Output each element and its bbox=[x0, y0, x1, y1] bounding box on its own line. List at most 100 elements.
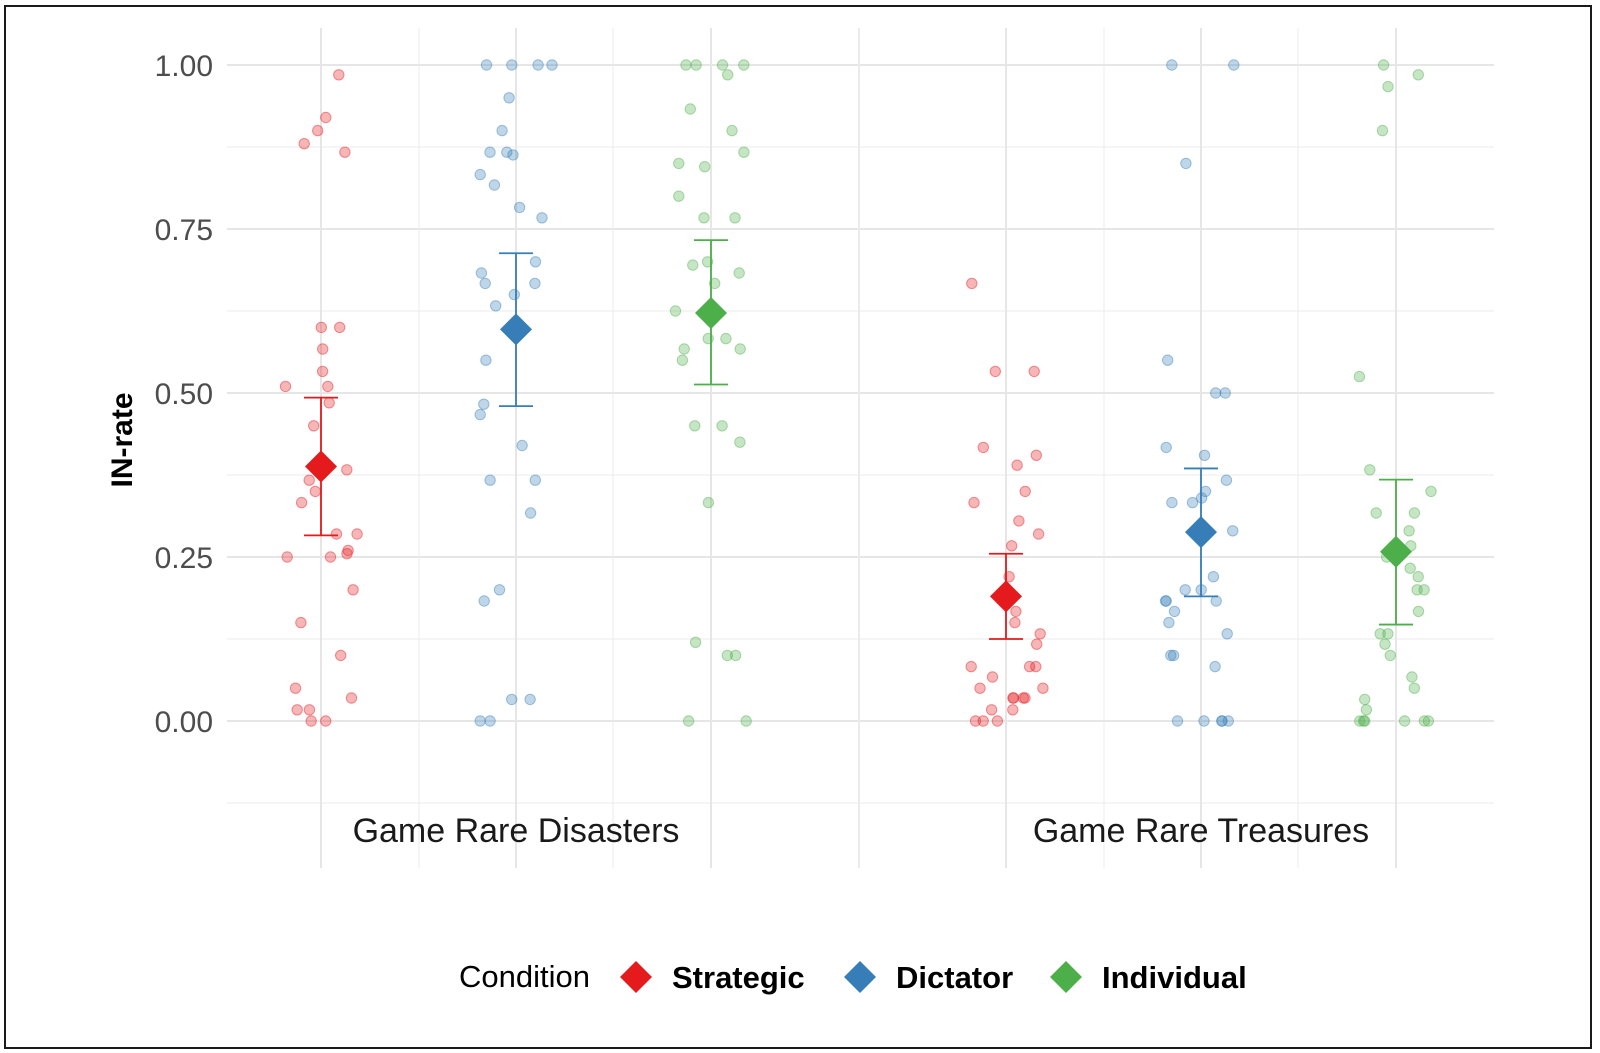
data-point bbox=[1408, 682, 1421, 694]
legend-label-strategic: Strategic bbox=[672, 960, 805, 995]
data-point bbox=[474, 715, 486, 727]
data-point bbox=[1210, 595, 1222, 607]
data-point bbox=[334, 321, 346, 334]
data-point bbox=[320, 715, 332, 727]
data-point bbox=[740, 715, 752, 727]
data-point bbox=[1227, 525, 1239, 537]
legend-key-strategic bbox=[620, 961, 652, 993]
data-point bbox=[1165, 649, 1177, 662]
data-point bbox=[1412, 571, 1424, 583]
data-point bbox=[1028, 365, 1040, 378]
y-tick-label: 0.25 bbox=[155, 542, 213, 575]
data-point bbox=[678, 343, 690, 355]
data-point bbox=[529, 474, 541, 486]
data-point bbox=[721, 649, 733, 662]
y-tick-label: 0.00 bbox=[155, 706, 213, 739]
data-point bbox=[709, 277, 721, 290]
data-point bbox=[341, 464, 353, 476]
legend-label-individual: Individual bbox=[1102, 960, 1247, 995]
data-point bbox=[532, 59, 544, 71]
data-point bbox=[289, 682, 302, 694]
data-point bbox=[1006, 540, 1018, 552]
legend: Condition Strategic Dictator Individual bbox=[459, 959, 1247, 995]
data-point bbox=[529, 277, 541, 290]
data-point bbox=[1398, 715, 1411, 727]
data-point bbox=[488, 179, 501, 191]
data-point bbox=[1403, 525, 1415, 537]
data-point bbox=[734, 436, 746, 448]
data-point bbox=[324, 551, 337, 563]
data-point bbox=[1357, 715, 1370, 727]
data-point bbox=[1411, 584, 1423, 596]
data-point bbox=[966, 277, 978, 290]
data-point bbox=[479, 277, 491, 290]
data-point bbox=[729, 212, 741, 224]
y-axis-label: IN-rate bbox=[106, 392, 139, 487]
data-point bbox=[493, 584, 506, 596]
y-tick-label: 0.75 bbox=[155, 214, 213, 247]
data-point bbox=[501, 146, 513, 158]
data-point bbox=[1219, 387, 1231, 399]
data-point bbox=[1030, 660, 1042, 673]
data-point bbox=[1162, 354, 1174, 366]
data-point bbox=[524, 507, 537, 519]
data-point bbox=[1009, 616, 1021, 629]
data-point bbox=[335, 649, 347, 662]
data-point bbox=[1019, 485, 1031, 498]
x-category-label: Game Rare Treasures bbox=[1033, 812, 1369, 850]
data-point bbox=[484, 715, 496, 727]
data-point bbox=[513, 201, 526, 214]
data-point bbox=[1354, 715, 1366, 727]
data-point bbox=[1222, 715, 1235, 727]
data-point bbox=[303, 474, 315, 486]
data-point bbox=[1408, 507, 1421, 519]
data-point bbox=[733, 267, 745, 279]
y-tick-label: 1.00 bbox=[155, 50, 213, 83]
data-point bbox=[478, 398, 490, 410]
data-point bbox=[1353, 370, 1366, 383]
data-point bbox=[480, 59, 493, 71]
data-point bbox=[738, 59, 750, 71]
data-point bbox=[698, 212, 710, 224]
data-point bbox=[480, 354, 492, 366]
data-point bbox=[969, 715, 982, 727]
data-point bbox=[989, 365, 1001, 378]
data-point bbox=[1209, 660, 1221, 673]
data-point bbox=[323, 397, 335, 409]
data-point bbox=[474, 408, 486, 421]
data-point bbox=[1160, 595, 1172, 607]
data-point bbox=[320, 111, 332, 124]
data-point bbox=[702, 496, 715, 509]
data-point bbox=[333, 69, 345, 81]
data-point bbox=[689, 420, 701, 432]
data-point bbox=[524, 693, 536, 706]
data-point bbox=[1013, 515, 1025, 527]
data-point bbox=[1010, 605, 1022, 618]
data-point bbox=[1382, 628, 1394, 640]
data-point bbox=[682, 715, 695, 727]
data-point bbox=[516, 439, 528, 452]
grid bbox=[227, 28, 1494, 868]
data-point bbox=[738, 146, 750, 158]
data-point bbox=[341, 548, 353, 560]
mean-marker bbox=[1380, 535, 1412, 568]
data-point bbox=[974, 682, 986, 694]
data-point bbox=[991, 715, 1004, 727]
data-point bbox=[506, 59, 518, 71]
data-point bbox=[726, 124, 738, 137]
data-point bbox=[729, 649, 742, 662]
data-point bbox=[295, 496, 308, 509]
data-point bbox=[1008, 692, 1020, 704]
mean-marker bbox=[990, 580, 1022, 613]
data-point bbox=[687, 259, 699, 271]
data-point bbox=[490, 300, 502, 312]
data-point bbox=[345, 692, 358, 704]
data-point bbox=[496, 124, 508, 137]
data-point bbox=[484, 146, 496, 158]
data-point bbox=[1031, 638, 1043, 650]
data-point bbox=[716, 59, 729, 71]
data-point bbox=[1422, 715, 1435, 727]
data-point bbox=[684, 103, 696, 115]
data-point bbox=[308, 420, 320, 432]
